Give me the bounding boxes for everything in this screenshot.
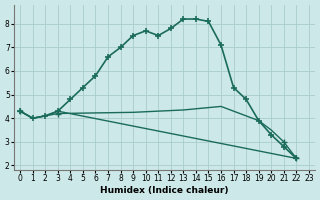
X-axis label: Humidex (Indice chaleur): Humidex (Indice chaleur) <box>100 186 229 195</box>
